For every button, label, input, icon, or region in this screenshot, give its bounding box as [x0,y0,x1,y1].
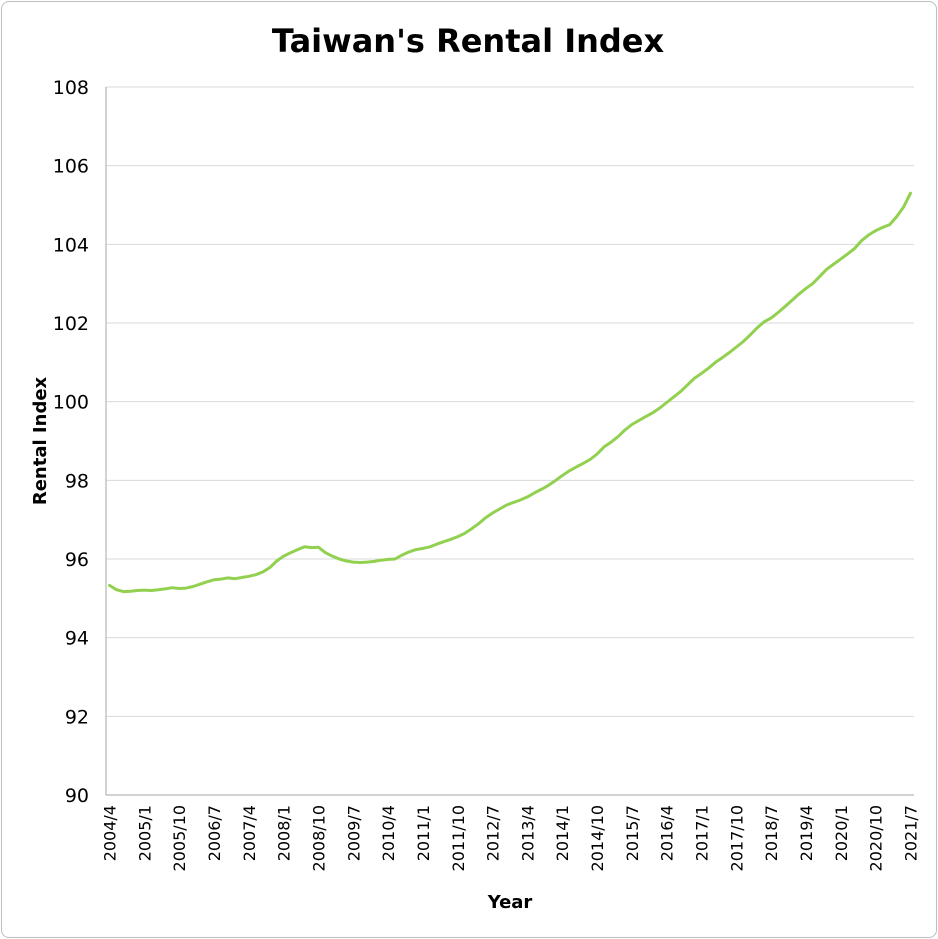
y-tick-label: 98 [65,470,89,492]
x-tick-label: 2015/7 [623,805,642,861]
x-tick-label: 2010/4 [379,805,398,861]
gridlines [106,86,914,717]
y-tick-label: 92 [65,706,89,728]
rental-index-line [108,191,912,594]
x-tick-label: 2011/10 [449,805,468,871]
x-tick-label: 2017/10 [727,805,746,871]
y-tick-label: 102 [53,313,89,335]
x-tick-label: 2007/4 [240,805,259,861]
x-tick-label: 2011/1 [414,805,433,861]
x-tick-label: 2019/4 [797,805,816,861]
y-axis-ticks: 90 92 94 96 98 100 102 104 106 108 [53,77,89,807]
y-tick-label: 100 [53,392,89,414]
x-tick-label: 2018/7 [762,805,781,861]
x-tick-label: 2012/7 [484,805,503,861]
y-tick-label: 94 [65,628,89,650]
x-tick-label: 2009/7 [344,805,363,861]
x-axis-ticks: 2004/4 2005/1 2005/10 2006/7 2007/4 2008/1 200… [100,805,920,871]
x-tick-label: 2005/1 [135,805,154,861]
x-tick-label: 2017/1 [693,805,712,861]
x-axis-label: Year [487,892,533,913]
y-tick-label: 104 [53,234,89,256]
x-tick-label: 2020/1 [832,805,851,861]
x-tick-label: 2014/1 [553,805,572,861]
x-tick-label: 2008/1 [275,805,294,861]
y-tick-label: 90 [65,785,89,807]
x-tick-label: 2004/4 [100,805,119,861]
x-tick-label: 2021/7 [902,805,921,861]
x-tick-label: 2016/4 [658,805,677,861]
x-tick-label: 2005/10 [170,805,189,871]
x-tick-label: 2014/10 [588,805,607,871]
x-tick-label: 2006/7 [205,805,224,861]
chart-title: Taiwan's Rental Index [272,22,665,60]
x-tick-label: 2020/10 [867,805,886,871]
y-tick-label: 96 [65,549,89,571]
x-tick-label: 2008/10 [309,805,328,871]
y-tick-label: 106 [53,156,89,178]
y-tick-label: 108 [53,77,89,99]
y-axis-label: Rental Index [30,376,51,505]
x-tick-label: 2013/4 [518,805,537,861]
